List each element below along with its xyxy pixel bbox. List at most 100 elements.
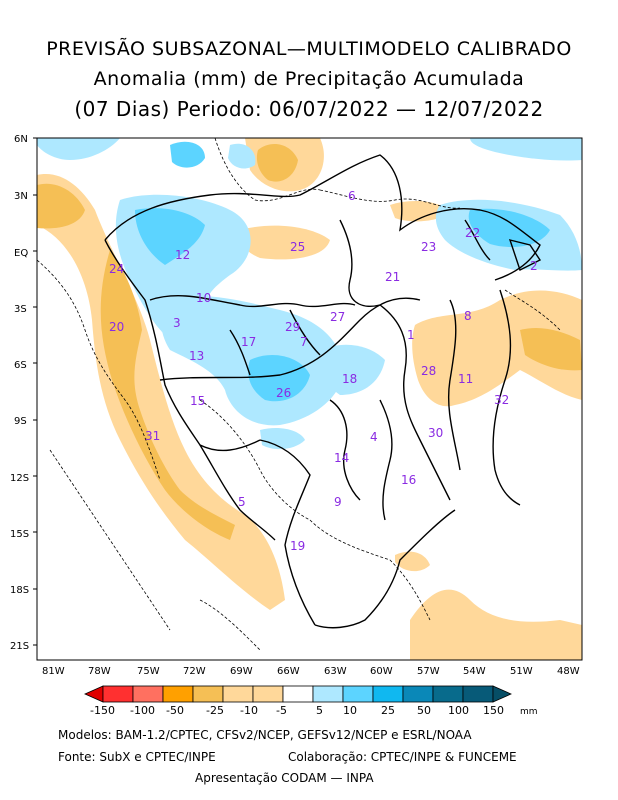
colorbar-label: 25 <box>381 704 395 717</box>
neg-anomaly-west-core <box>100 250 235 540</box>
colorbar-label: 150 <box>483 704 504 717</box>
basin-label: 11 <box>458 372 473 386</box>
colorbar-swatch <box>462 685 494 703</box>
colorbar-label: 100 <box>448 704 469 717</box>
basin-label: 30 <box>428 426 443 440</box>
pos-anomaly-central-core <box>248 355 310 402</box>
basin-label: 28 <box>421 364 436 378</box>
lon-label: 54W <box>463 666 486 677</box>
basin-label: 16 <box>401 473 416 487</box>
credit-collaboration: Colaboração: CPTEC/INPE & FUNCEME <box>288 750 517 764</box>
lat-label: 3S <box>14 304 27 315</box>
basin-label: 15 <box>190 394 205 408</box>
basin-label: 24 <box>109 262 124 276</box>
basin-label: 10 <box>196 291 211 305</box>
colorbar-swatch <box>192 685 224 703</box>
lat-label: 18S <box>10 585 29 596</box>
basin-label: 29 <box>285 320 300 334</box>
colorbar-arrow-left <box>84 685 104 703</box>
lon-label: 78W <box>88 666 111 677</box>
colorbar-swatch <box>282 685 314 703</box>
colorbar-swatch <box>132 685 164 703</box>
country-borders <box>37 138 561 651</box>
basin-label: 14 <box>334 451 349 465</box>
basin-label: 8 <box>464 309 472 323</box>
basin-label: 25 <box>290 240 305 254</box>
colorbar-label: -100 <box>130 704 155 717</box>
colorbar-label: -25 <box>206 704 224 717</box>
lat-label: 21S <box>10 641 29 652</box>
basin-numbers: 1 2 3 4 5 6 7 8 9 10 11 12 13 14 15 16 1… <box>109 189 538 553</box>
colorbar-label: 10 <box>343 704 357 717</box>
basin-label: 31 <box>145 429 160 443</box>
pos-anomaly-west-core <box>135 208 205 265</box>
lat-label: 6N <box>14 134 28 145</box>
pos-anomaly-northwest <box>37 138 120 160</box>
colorbar-arrow-right <box>492 685 512 703</box>
basin-label: 20 <box>109 320 124 334</box>
longitude-labels: 81W 78W 75W 72W 69W 66W 63W 60W 57W 54W … <box>42 666 580 677</box>
colorbar-swatch <box>372 685 404 703</box>
credit-models: Modelos: BAM-1.2/CPTEC, CFSv2/NCEP, GEFS… <box>58 728 472 742</box>
basin-label: 23 <box>421 240 436 254</box>
neg-anomaly-north-east <box>390 200 450 222</box>
lat-label: 3N <box>14 191 28 202</box>
neg-anomaly-equator <box>239 225 330 260</box>
title-line-1: PREVISÃO SUBSAZONAL—MULTIMODELO CALIBRAD… <box>46 38 572 60</box>
lat-label: 15S <box>10 529 29 540</box>
colorbar-label: -150 <box>90 704 115 717</box>
lat-label: 6S <box>14 360 27 371</box>
pos-anomaly-top-right <box>470 138 582 161</box>
basin-label: 13 <box>189 349 204 363</box>
neg-anomaly-south <box>410 589 582 660</box>
basin-label: 2 <box>530 259 538 273</box>
colorbar-swatch <box>342 685 374 703</box>
basin-boundaries <box>104 154 542 629</box>
basin-label: 27 <box>330 310 345 324</box>
colorbar-swatch <box>432 685 464 703</box>
basin-label: 7 <box>300 335 308 349</box>
lon-label: 81W <box>42 666 65 677</box>
lon-label: 51W <box>510 666 533 677</box>
lon-label: 63W <box>324 666 347 677</box>
basin-label: 9 <box>334 495 342 509</box>
title-line-2: Anomalia (mm) de Precipitação Acumulada <box>93 68 525 90</box>
colorbar-labels: -150 -100 -50 -25 -10 -5 5 10 25 50 100 … <box>90 704 538 717</box>
neg-anomaly-northwest <box>37 183 85 229</box>
neg-anomaly-east-core <box>520 328 582 371</box>
pos-anomaly-top-2 <box>228 143 256 169</box>
basin-label: 32 <box>494 393 509 407</box>
credit-presentation: Apresentação CODAM — INPA <box>195 771 374 785</box>
colorbar-label: 50 <box>417 704 431 717</box>
basin-label: 26 <box>276 386 291 400</box>
basin-label: 4 <box>370 430 378 444</box>
lon-label: 72W <box>183 666 206 677</box>
basin-label: 17 <box>241 335 256 349</box>
colorbar-label: 5 <box>316 704 323 717</box>
lon-label: 75W <box>137 666 160 677</box>
colorbar-swatch <box>252 685 284 703</box>
lon-label: 69W <box>230 666 253 677</box>
lon-label: 48W <box>557 666 580 677</box>
basin-label: 19 <box>290 539 305 553</box>
colorbar-swatch <box>102 685 134 703</box>
colorbar-unit: mm <box>520 707 538 717</box>
colorbar-swatch <box>222 685 254 703</box>
lat-label: 9S <box>14 416 27 427</box>
basin-label: 1 <box>407 328 415 342</box>
basin-label: 3 <box>173 316 181 330</box>
neg-anomaly-north-core <box>256 144 298 182</box>
credit-source: Fonte: SubX e CPTEC/INPE <box>58 750 216 764</box>
colorbar-swatch <box>402 685 434 703</box>
colorbar-label: -50 <box>166 704 184 717</box>
colorbar-swatch <box>162 685 194 703</box>
basin-label: 6 <box>348 189 356 203</box>
colorbar-label: -5 <box>276 704 287 717</box>
latitude-labels: 6N 3N EQ 3S 6S 9S 12S 15S 18S 21S <box>10 134 29 652</box>
lon-label: 57W <box>417 666 440 677</box>
map-frame <box>36 137 583 661</box>
anomaly-shading <box>37 138 582 660</box>
colorbar-swatch <box>312 685 344 703</box>
colorbar-label: -10 <box>240 704 258 717</box>
title-line-3: (07 Dias) Periodo: 06/07/2022 — 12/07/20… <box>74 97 544 121</box>
